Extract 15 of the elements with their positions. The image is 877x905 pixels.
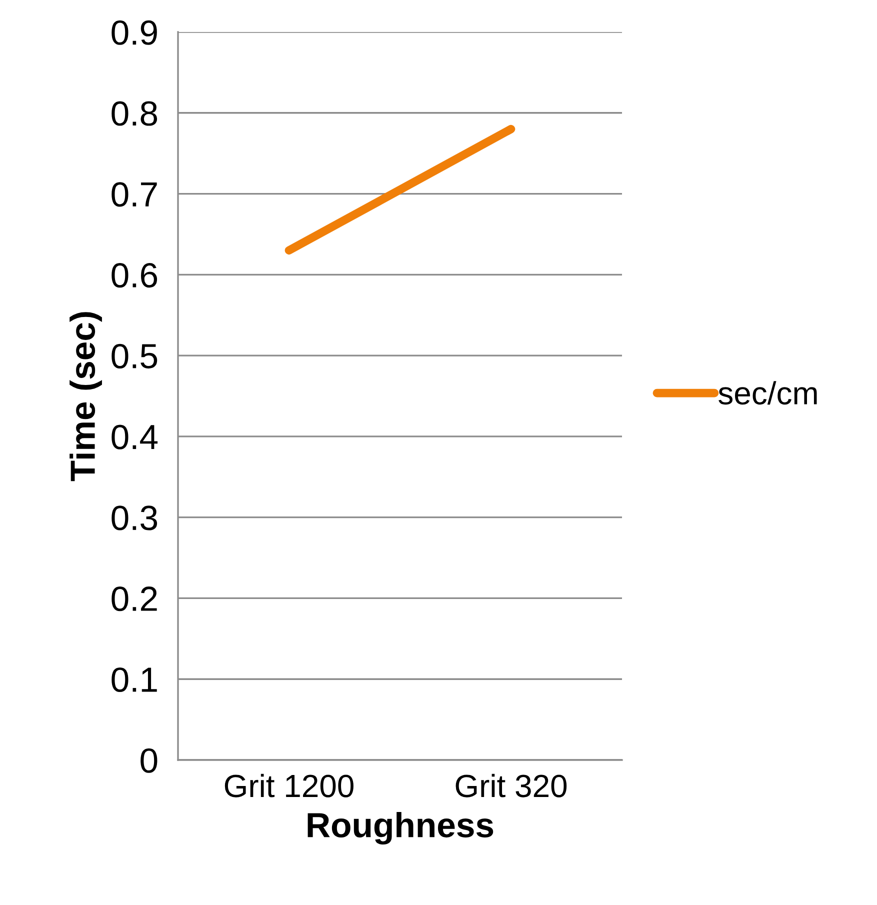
x-axis-title: Roughness bbox=[308, 812, 494, 845]
x-tick-label: Grit 320 bbox=[456, 774, 567, 798]
legend-label: sec/cm bbox=[718, 381, 817, 405]
x-tick-label: Grit 1200 bbox=[224, 774, 354, 798]
y-axis-title: Time (sec) bbox=[70, 312, 102, 482]
y-tick-label: 0.1 bbox=[112, 667, 157, 692]
y-tick-label: 0.2 bbox=[112, 586, 157, 612]
y-tick-label: 0.6 bbox=[112, 263, 158, 288]
y-tick-label: 0.8 bbox=[112, 101, 158, 126]
y-tick-label: 0.3 bbox=[112, 506, 158, 530]
y-tick-label: 0.5 bbox=[112, 344, 158, 368]
y-tick-label: 0.9 bbox=[112, 20, 157, 45]
y-tick-label: 0.4 bbox=[112, 424, 158, 450]
y-tick-label: 0.7 bbox=[112, 182, 157, 207]
y-tick-label: 0 bbox=[140, 748, 158, 773]
